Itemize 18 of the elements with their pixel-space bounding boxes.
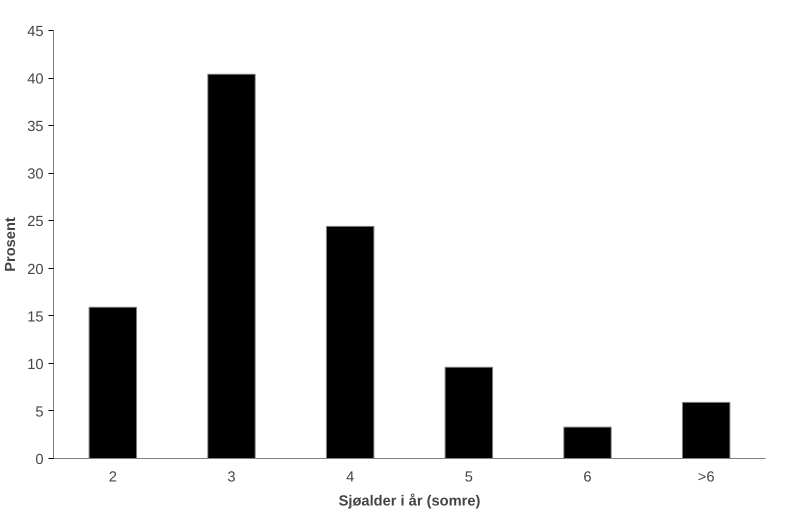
x-tick-label: 5: [464, 470, 473, 486]
y-tick-label: 25: [27, 214, 44, 230]
y-axis-title: Prosent: [3, 217, 20, 272]
y-tick-label: 40: [27, 72, 44, 88]
x-tick-label: 2: [108, 470, 117, 486]
y-tick-label: 20: [27, 262, 44, 278]
x-tick-label: 3: [227, 470, 236, 486]
y-tick-label: 15: [27, 309, 44, 326]
y-tick-label: 0: [35, 452, 44, 468]
y-tick-label: 5: [35, 404, 44, 420]
y-tick-label: 45: [27, 24, 44, 40]
x-tick-label: 4: [346, 470, 354, 486]
x-tick-label: 6: [583, 470, 592, 486]
y-tick-label: 10: [27, 356, 44, 373]
y-tick-label: 30: [27, 166, 44, 183]
y-tick-label: 35: [27, 119, 44, 136]
x-axis-title: Sjøalder i år (somre): [338, 492, 480, 510]
x-tick-label: >6: [698, 470, 715, 486]
